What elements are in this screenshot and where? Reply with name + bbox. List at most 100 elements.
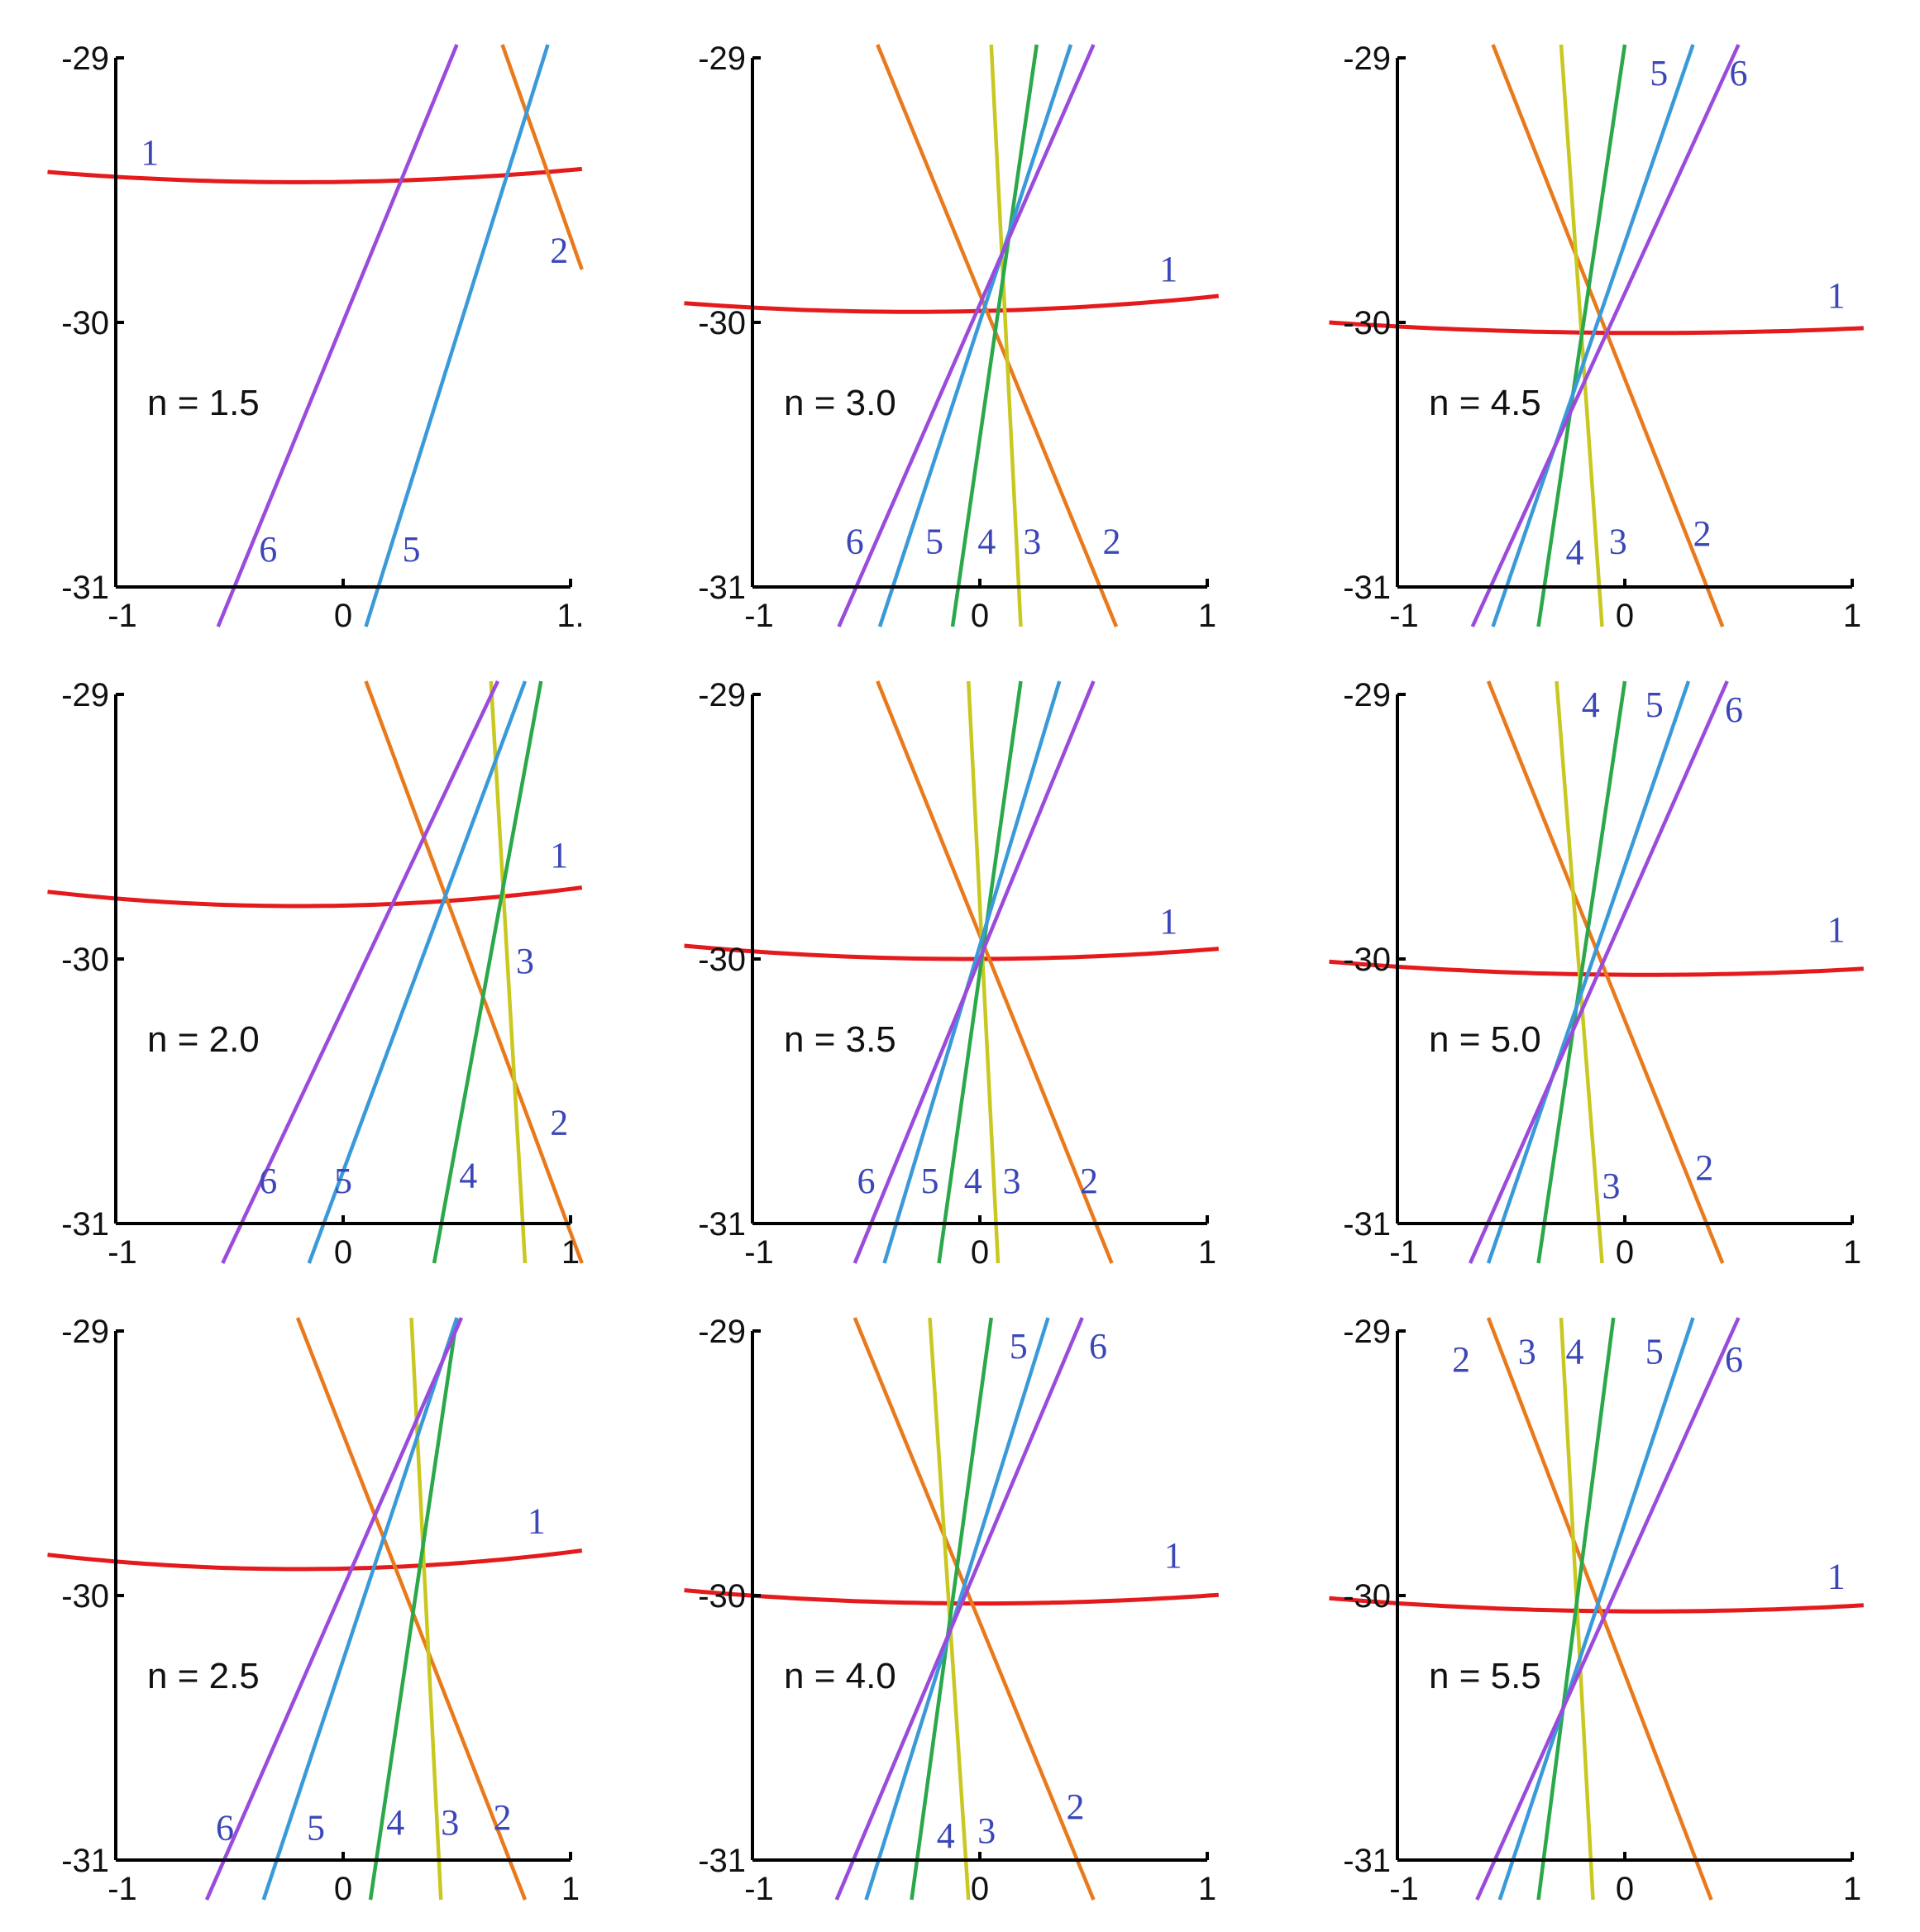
y-tick-label: -30 bbox=[61, 1578, 109, 1615]
x-tick-label: 0 bbox=[1616, 1871, 1634, 1907]
series-label-2: 2 bbox=[1080, 1161, 1098, 1201]
n-value-label: n = 4.5 bbox=[1429, 383, 1541, 423]
series-label-6: 6 bbox=[259, 529, 277, 570]
series-line-2 bbox=[1491, 44, 1725, 627]
y-tick-label: -31 bbox=[698, 570, 746, 606]
n-value-label: n = 1.5 bbox=[147, 383, 260, 423]
plot-area bbox=[47, 680, 584, 1264]
series-label-1: 1 bbox=[1827, 1557, 1846, 1597]
x-tick-label: -1 bbox=[744, 1871, 774, 1907]
y-tick-label: -30 bbox=[698, 942, 746, 978]
series-label-1: 1 bbox=[1159, 901, 1177, 942]
x-tick-label: 1 bbox=[1198, 1871, 1216, 1907]
series-label-4: 4 bbox=[977, 522, 996, 562]
x-tick-label: 0 bbox=[334, 598, 352, 634]
series-label-3: 3 bbox=[1602, 1166, 1621, 1206]
series-label-4: 4 bbox=[459, 1155, 477, 1195]
series-label-1: 1 bbox=[528, 1500, 546, 1541]
y-tick-label: -31 bbox=[698, 1843, 746, 1879]
x-tick-label: -1 bbox=[107, 598, 137, 634]
series-line-4 bbox=[1536, 1317, 1616, 1901]
series-label-2: 2 bbox=[494, 1797, 512, 1838]
y-tick-label: -29 bbox=[1343, 1314, 1391, 1350]
series-label-1: 1 bbox=[1159, 249, 1177, 289]
series-label-3: 3 bbox=[516, 941, 534, 981]
plot-area bbox=[47, 44, 584, 627]
series-line-4 bbox=[937, 680, 1023, 1264]
series-line-2 bbox=[876, 680, 1114, 1264]
series-line-5 bbox=[1497, 1317, 1695, 1901]
plot-area bbox=[1329, 680, 1864, 1264]
series-label-3: 3 bbox=[1003, 1161, 1021, 1201]
y-tick-label: -29 bbox=[61, 1314, 109, 1350]
series-label-6: 6 bbox=[1725, 1339, 1743, 1380]
x-tick-label: -1 bbox=[1389, 1871, 1419, 1907]
x-tick-label: -1 bbox=[744, 598, 774, 634]
y-tick-label: -29 bbox=[61, 41, 109, 77]
series-line-3 bbox=[928, 1317, 971, 1901]
series-line-6 bbox=[216, 44, 459, 627]
series-label-5: 5 bbox=[307, 1808, 325, 1849]
x-tick-label: 0 bbox=[971, 1871, 989, 1907]
x-tick-label: 0 bbox=[1616, 598, 1634, 634]
series-label-5: 5 bbox=[403, 529, 421, 570]
series-label-5: 5 bbox=[334, 1161, 352, 1201]
y-tick-label: -30 bbox=[1343, 305, 1391, 341]
subplot-2: -29 -30 -31-1 0 1 n = 3.0 1 2 345 6 bbox=[684, 41, 1220, 634]
x-tick-label: -1 bbox=[107, 1871, 137, 1907]
y-tick-label: -29 bbox=[61, 677, 109, 713]
series-line-1 bbox=[684, 293, 1220, 314]
y-tick-label: -31 bbox=[1343, 1206, 1391, 1243]
y-tick-label: -31 bbox=[698, 1206, 746, 1243]
series-label-2: 2 bbox=[1693, 513, 1712, 554]
series-label-6: 6 bbox=[1725, 689, 1743, 730]
series-label-6: 6 bbox=[1730, 53, 1748, 93]
x-tick-label: -1 bbox=[744, 1234, 774, 1271]
y-tick-label: -31 bbox=[1343, 570, 1391, 606]
subplot-9: -29 -30 -31-1 0 1 n = 5.5 1 2 3 4 5 6 bbox=[1329, 1314, 1864, 1907]
series-label-1: 1 bbox=[550, 835, 568, 875]
series-label-5: 5 bbox=[1645, 1332, 1664, 1372]
series-line-4 bbox=[910, 1317, 993, 1901]
x-tick-label: 1. bbox=[556, 598, 584, 634]
y-tick-label: -29 bbox=[698, 41, 746, 77]
subplot-4: -29 -30 -31-1 0 1 n = 2.0 1 2 3 4 5 6 bbox=[47, 677, 584, 1271]
series-line-2 bbox=[500, 44, 584, 270]
subplot-7: -29 -30 -31-1 0 1 n = 2.5 1 234 5 6 bbox=[47, 1314, 583, 1907]
series-label-1: 1 bbox=[1827, 909, 1846, 950]
y-tick-label: -31 bbox=[61, 1206, 109, 1243]
y-tick-label: -31 bbox=[61, 1843, 109, 1879]
series-line-6 bbox=[853, 680, 1096, 1264]
series-line-1 bbox=[47, 166, 583, 184]
series-label-1: 1 bbox=[1827, 275, 1846, 316]
series-label-6: 6 bbox=[846, 522, 864, 562]
series-line-2 bbox=[364, 680, 584, 1264]
series-line-1 bbox=[1329, 320, 1864, 336]
series-label-6: 6 bbox=[1089, 1326, 1107, 1367]
series-label-2: 2 bbox=[1452, 1339, 1470, 1380]
subplot-8: -29 -30 -31-1 0 1 n = 4.0 1 2 34 5 6 bbox=[684, 1314, 1219, 1907]
series-label-1: 1 bbox=[141, 132, 159, 173]
x-tick-label: 1 bbox=[561, 1871, 580, 1907]
series-label-5: 5 bbox=[1645, 685, 1664, 725]
subplot-6: -29 -30 -31-1 0 1 n = 5.0 1 2 3 4 5 6 bbox=[1329, 677, 1864, 1271]
x-tick-label: -1 bbox=[107, 1234, 137, 1271]
series-line-4 bbox=[368, 1317, 459, 1901]
series-label-6: 6 bbox=[857, 1161, 876, 1201]
x-tick-label: 1 bbox=[561, 1234, 580, 1271]
series-line-6 bbox=[1475, 1317, 1741, 1901]
x-tick-label: 0 bbox=[334, 1871, 352, 1907]
series-line-5 bbox=[364, 44, 550, 627]
series-label-3: 3 bbox=[1518, 1332, 1536, 1372]
series-line-5 bbox=[1486, 680, 1691, 1264]
series-line-3 bbox=[489, 680, 528, 1264]
x-tick-label: 0 bbox=[334, 1234, 352, 1271]
series-line-6 bbox=[204, 1317, 464, 1901]
series-line-5 bbox=[1491, 44, 1695, 627]
series-line-4 bbox=[1536, 680, 1627, 1264]
x-tick-label: 1 bbox=[1843, 1871, 1861, 1907]
series-line-2 bbox=[1486, 680, 1725, 1264]
n-value-label: n = 2.0 bbox=[147, 1019, 260, 1060]
plot-area bbox=[684, 680, 1220, 1264]
x-tick-label: 1 bbox=[1198, 1234, 1216, 1271]
